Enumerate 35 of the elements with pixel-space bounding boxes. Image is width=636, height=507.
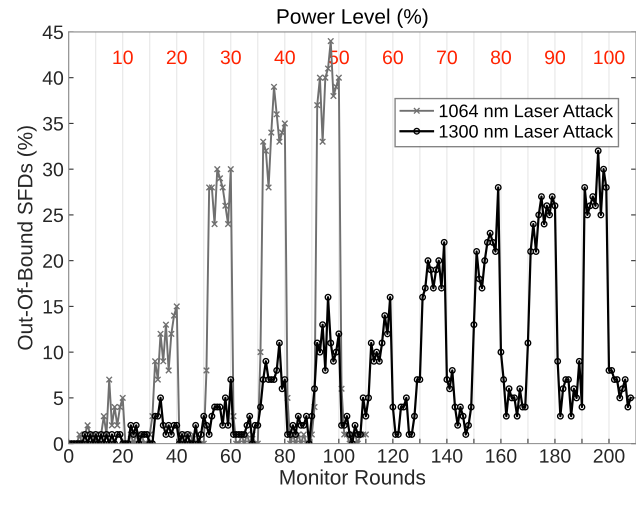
y-tick-label: 20 — [43, 254, 64, 268]
y-tick-label: 10 — [44, 346, 64, 360]
y-tick-label: 25 — [43, 208, 64, 222]
x-tick-label: 180 — [540, 449, 570, 463]
x2-tick-label: 20 — [166, 50, 187, 64]
legend-label: 1300 nm Laser Attack — [440, 124, 614, 138]
x-axis-title: Monitor Rounds — [280, 469, 426, 485]
x-tick-label: 200 — [594, 449, 624, 463]
y-tick-label: 30 — [42, 162, 64, 176]
x2-tick-label: 100 — [594, 50, 624, 64]
x-tick-label: 20 — [112, 449, 133, 463]
x2-tick-label: 40 — [274, 50, 295, 64]
x-tick-label: 80 — [274, 449, 295, 463]
y-tick-label: 5 — [54, 392, 64, 406]
x2-axis-title: Power Level (%) — [278, 8, 428, 28]
x2-tick-label: 80 — [490, 50, 511, 64]
x2-tick-label: 90 — [545, 50, 566, 64]
x-tick-label: 40 — [166, 449, 187, 463]
y-axis-title: Out-Of-Bound SFDs (%) — [17, 126, 37, 350]
x-tick-label: 0 — [64, 449, 74, 463]
y-tick-label: 40 — [42, 71, 64, 85]
y-tick-label: 0 — [54, 437, 64, 451]
legend-label: 1064 nm Laser Attack — [440, 104, 614, 118]
y-tick-label: 15 — [44, 300, 64, 314]
x-tick-label: 60 — [220, 449, 241, 463]
x-tick-label: 120 — [378, 449, 408, 463]
x2-tick-label: 60 — [383, 50, 403, 64]
x2-tick-label: 70 — [437, 50, 457, 64]
y-tick-label: 35 — [42, 116, 64, 131]
x-tick-label: 100 — [324, 449, 354, 463]
x2-tick-label: 30 — [220, 50, 241, 64]
x2-tick-label: 10 — [113, 50, 133, 64]
y-tick-label: 45 — [42, 26, 64, 40]
x-tick-label: 160 — [486, 449, 516, 463]
x-tick-label: 140 — [432, 449, 462, 463]
